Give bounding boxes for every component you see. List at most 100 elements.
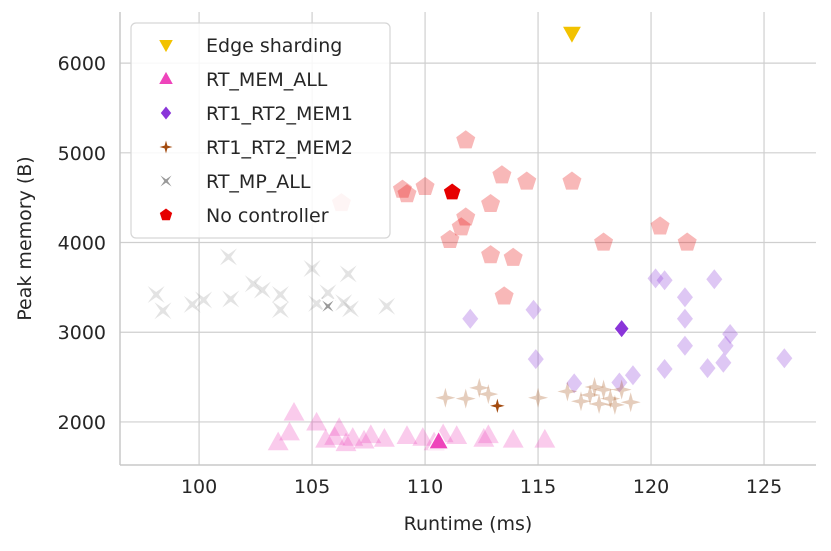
faded-point-rt1-rt2-mem1 [525,299,542,320]
faded-point-rt1-rt2-mem2 [604,394,625,415]
faded-point-no-controller [456,130,476,149]
faded-point-rt-mem-all [473,427,495,447]
faded-point-no-controller [650,216,670,235]
y-axis-ticks: 2000 3000 4000 5000 6000 [58,53,106,434]
legend-marker [160,106,172,120]
x-tick-label: 125 [746,476,782,498]
faded-point-rt1-rt2-mem1 [706,269,723,290]
faded-point-rt1-rt2-mem2 [584,376,605,397]
faded-point-no-controller [440,229,460,248]
faded-point-no-controller [481,245,501,264]
faded-point-rt-mp-all [378,297,396,315]
faded-point-rt-mp-all [271,286,289,304]
y-tick-label: 3000 [58,322,106,344]
faded-point-rt-mem-all [534,428,556,448]
axis-spines [119,12,816,466]
faded-point-rt1-rt2-mem1 [611,372,628,393]
faded-point-rt1-rt2-mem2 [593,379,614,400]
faded-point-rt-mem-all [396,425,418,444]
faded-point-rt1-rt2-mem2 [580,385,601,406]
faded-point-rt-mem-all [328,417,350,436]
faded-point-rt1-rt2-mem1 [717,335,734,356]
y-tick-label: 5000 [58,143,106,165]
x-tick-label: 120 [633,476,669,498]
highlight-point-no-controller [442,182,462,201]
faded-point-rt-mem-all [342,427,364,446]
y-tick-label: 4000 [58,233,106,255]
faded-point-no-controller [492,165,512,184]
faded-point-rt-mp-all [319,284,337,302]
highlight-point-rt1-rt2-mem1 [613,318,631,340]
faded-point-rt-mem-all [306,411,328,431]
highlight-point-rt-mp-all [319,297,337,315]
faded-point-rt1-rt2-mem2 [455,388,476,409]
faded-point-rt-mp-all [271,301,289,319]
faded-point-no-controller [392,179,412,198]
legend-label: RT1_RT2_MEM1 [206,103,353,125]
faded-point-rt1-rt2-mem1 [462,308,479,329]
faded-point-no-controller [494,286,514,305]
legend-label: RT_MP_ALL [206,171,311,193]
faded-point-no-controller [517,171,537,190]
x-tick-label: 110 [407,476,443,498]
faded-point-rt-mem-all [353,429,375,449]
x-axis-label: Runtime (ms) [404,513,533,535]
x-tick-label: 115 [520,476,556,498]
faded-point-no-controller [562,171,582,190]
faded-point-rt1-rt2-mem1 [722,324,739,345]
faded-point-rt1-rt2-mem1 [776,348,793,369]
faded-point-rt1-rt2-mem2 [528,387,549,408]
faded-point-rt-mem-all [502,428,524,448]
faded-point-no-controller [594,232,614,251]
faded-point-rt-mp-all [195,291,213,309]
faded-point-rt1-rt2-mem1 [676,308,693,329]
faded-point-rt-mem-all [373,427,395,447]
faded-point-no-controller [415,176,435,196]
faded-point-rt-mp-all [154,302,172,320]
legend-marker [159,71,173,84]
faded-point-rt-mp-all [219,248,237,266]
highlight-point-edge-sharding [560,25,583,46]
faded-point-rt1-rt2-mem1 [715,352,732,373]
faded-point-rt-mp-all [244,275,262,293]
legend-label: RT_MEM_ALL [206,69,328,91]
faded-point-rt1-rt2-mem2 [589,394,610,414]
faded-point-rt-mp-all [183,295,201,313]
legend-label: RT1_RT2_MEM2 [206,137,353,159]
faded-point-rt-mem-all [315,428,337,448]
faded-point-rt-mem-all [335,432,357,452]
faded-point-rt-mp-all [222,290,240,308]
legend-marker [159,140,173,154]
faded-point-rt-mp-all [335,294,353,312]
y-tick-label: 2000 [58,412,106,434]
legend-marker [159,39,173,53]
faded-point-rt1-rt2-mem2 [570,391,591,412]
faded-point-rt1-rt2-mem2 [478,384,499,405]
highlight-point-rt1-rt2-mem2 [485,393,510,418]
legend-marker [159,208,173,221]
faded-point-rt1-rt2-mem2 [620,392,641,413]
faded-point-no-controller [456,207,476,226]
faded-point-rt-mem-all [283,401,305,421]
x-tick-label: 100 [181,476,217,498]
faded-point-rt1-rt2-mem2 [469,377,490,398]
faded-point-rt1-rt2-mem1 [676,335,693,356]
x-axis-ticks: 100 105 110 115 120 125 [181,476,782,498]
legend-label: Edge sharding [206,35,342,57]
faded-point-rt1-rt2-mem2 [435,387,456,408]
highlight-point-rt-mem-all [427,430,450,450]
faded-point-rt1-rt2-mem2 [611,379,632,400]
faded-point-rt1-rt2-mem1 [676,287,693,308]
y-axis-label: Peak memory (B) [14,156,36,320]
legend-marker [160,175,172,187]
faded-point-rt-mem-all [360,424,382,444]
faded-point-rt-mem-all [477,424,499,444]
faded-point-rt-mem-all [324,426,346,445]
faded-point-rt1-rt2-mem1 [624,365,641,386]
faded-point-no-controller [397,184,417,203]
faded-point-no-controller [481,193,501,213]
faded-point-rt1-rt2-mem1 [699,358,716,379]
legend-label: No controller [206,205,329,227]
faded-point-rt-mem-all [412,427,434,446]
